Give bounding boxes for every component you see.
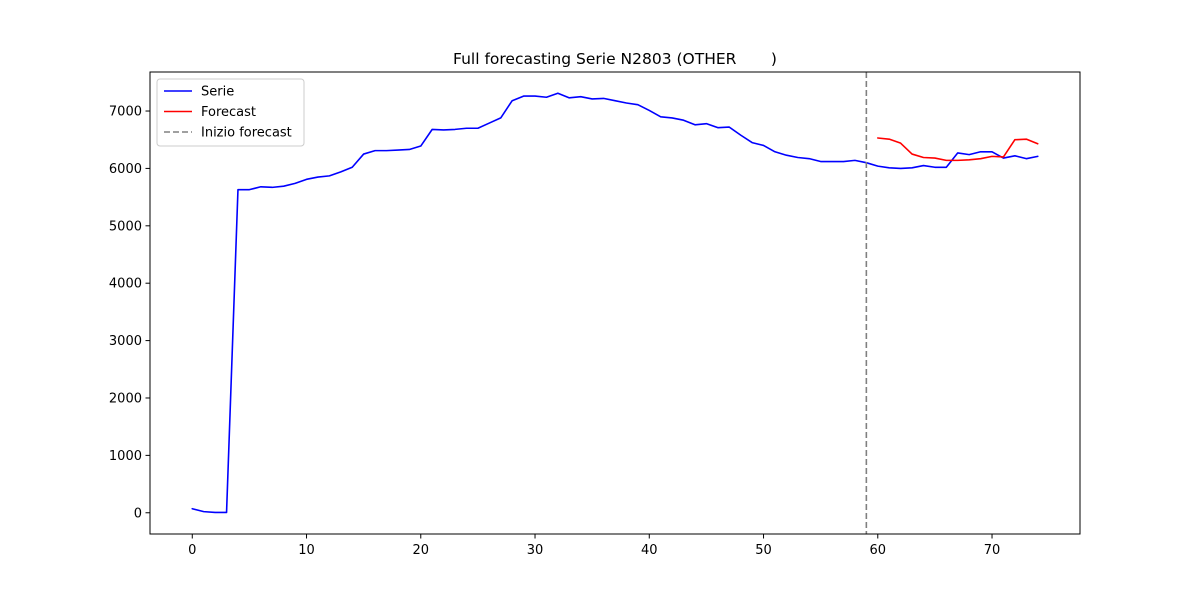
x-tick-label: 30 xyxy=(527,543,544,558)
series-line-serie xyxy=(191,92,1039,514)
plot-area xyxy=(191,72,1039,534)
y-tick-label: 6000 xyxy=(109,162,142,177)
x-tick-label: 0 xyxy=(188,543,196,558)
y-tick-label: 5000 xyxy=(109,219,142,234)
y-tick-label: 1000 xyxy=(109,449,142,464)
series-line-forecast xyxy=(876,137,1039,162)
axes: 0 10 20 30 40 50 60 70 0 1000 2000 3000 4000 5000 6000… xyxy=(109,105,1000,558)
chart-title: Full forecasting Serie N2803 (OTHER ) xyxy=(453,50,777,68)
legend-box xyxy=(156,78,305,147)
y-tick-label: 2000 xyxy=(109,391,142,406)
legend-label: Forecast xyxy=(201,105,256,120)
axes-frame xyxy=(149,71,1081,535)
legend-label: Serie xyxy=(201,85,234,100)
x-tick-label: 70 xyxy=(984,543,1001,558)
x-tick-label: 50 xyxy=(755,543,772,558)
y-tick-label: 4000 xyxy=(109,277,142,292)
legend-label: Inizio forecast xyxy=(201,126,292,141)
x-tick-label: 60 xyxy=(870,543,887,558)
x-tick-label: 10 xyxy=(298,543,315,558)
legend: Serie Forecast Inizio forecast xyxy=(156,78,305,147)
x-tick-label: 20 xyxy=(413,543,430,558)
y-tick-label: 3000 xyxy=(109,334,142,349)
y-tick-label: 0 xyxy=(134,506,142,521)
x-tick-label: 40 xyxy=(641,543,658,558)
y-tick-label: 7000 xyxy=(109,105,142,120)
